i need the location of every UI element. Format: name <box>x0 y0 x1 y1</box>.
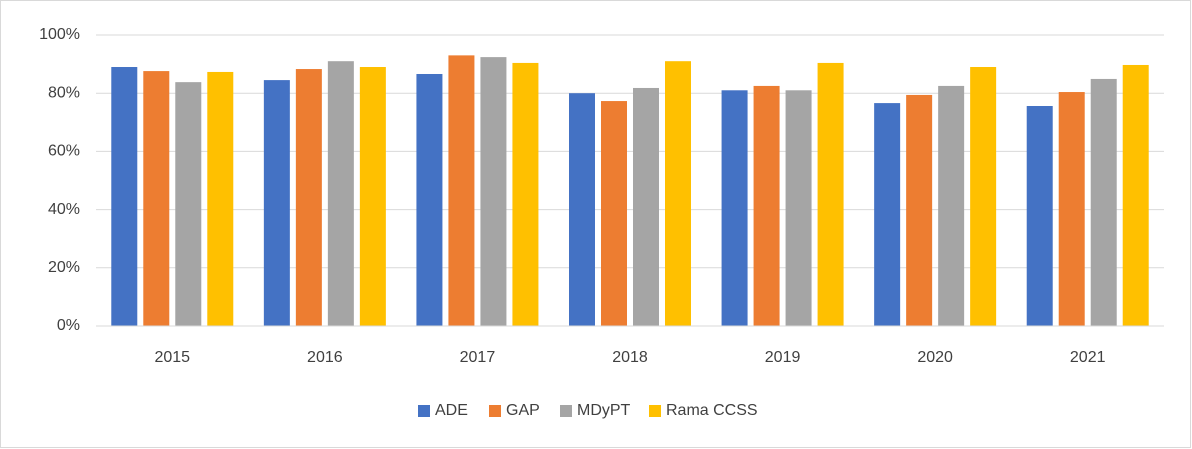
x-tick-label: 2020 <box>917 349 953 366</box>
legend-label: MDyPT <box>577 402 631 419</box>
x-tick-label: 2017 <box>460 349 496 366</box>
bar <box>1058 92 1085 326</box>
bar <box>633 87 659 326</box>
bar <box>327 61 354 326</box>
legend-label: GAP <box>506 402 540 419</box>
bar <box>512 62 539 326</box>
bar <box>1026 106 1053 326</box>
y-tick-label: 60% <box>48 143 80 160</box>
bar <box>143 71 170 326</box>
bar <box>753 85 780 326</box>
bar <box>721 90 748 326</box>
y-tick-label: 0% <box>57 317 80 334</box>
bar <box>569 93 595 326</box>
y-tick-label: 80% <box>48 84 80 101</box>
x-tick-label: 2016 <box>307 349 343 366</box>
bar <box>1090 78 1117 326</box>
bar <box>785 90 812 326</box>
bar <box>111 67 138 326</box>
y-tick-label: 40% <box>48 201 80 218</box>
legend-swatch <box>489 405 501 417</box>
y-tick-label: 100% <box>39 26 80 43</box>
legend-label: ADE <box>435 402 468 419</box>
legend-swatch <box>649 405 661 417</box>
y-tick-label: 20% <box>48 259 80 276</box>
bar <box>295 69 322 326</box>
bar <box>263 80 290 326</box>
bar <box>175 82 202 326</box>
legend-swatch <box>560 405 572 417</box>
legend-label: Rama CCSS <box>666 402 758 419</box>
bar <box>1122 64 1149 327</box>
bar <box>665 61 691 326</box>
bar <box>480 57 507 327</box>
bar <box>601 101 627 326</box>
bar <box>874 103 901 327</box>
bar <box>416 73 443 326</box>
bar <box>817 62 844 326</box>
bar <box>359 67 386 326</box>
legend-swatch <box>418 405 430 417</box>
bar <box>906 94 933 326</box>
bar <box>207 71 234 326</box>
x-tick-label: 2018 <box>612 349 648 366</box>
bar <box>448 55 475 327</box>
bar <box>938 85 965 326</box>
x-tick-label: 2015 <box>154 349 190 366</box>
bar <box>970 67 997 326</box>
x-tick-label: 2019 <box>765 349 801 366</box>
x-tick-label: 2021 <box>1070 349 1106 366</box>
